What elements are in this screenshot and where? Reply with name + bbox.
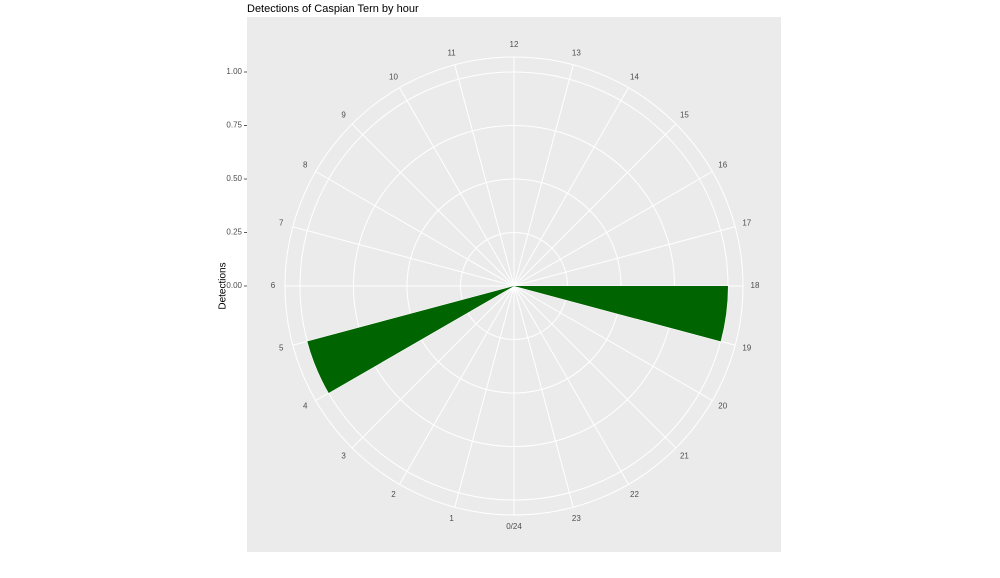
x-tick-label: 18 (751, 281, 760, 290)
bar (514, 286, 728, 342)
grid-spoke (513, 285, 629, 485)
x-tick-label: 15 (680, 111, 689, 120)
x-tick-label: 14 (630, 72, 639, 81)
y-tick-label: 0.00 (226, 281, 242, 290)
y-tick-label: 1.00 (226, 67, 242, 76)
x-tick-label: 16 (718, 161, 727, 170)
x-tick-label: 19 (742, 343, 751, 352)
grid-spoke (513, 285, 677, 449)
x-tick-label: 20 (718, 402, 727, 411)
grid-spoke (513, 285, 574, 508)
x-tick-label: 17 (742, 219, 751, 228)
x-tick-label: 2 (391, 490, 396, 499)
x-tick-label: 23 (572, 514, 581, 523)
x-tick-label: 8 (303, 161, 308, 170)
grid-spoke (513, 64, 574, 287)
y-axis-title: Detections (218, 262, 229, 309)
x-tick-label: 11 (447, 48, 456, 57)
grid-spoke (513, 87, 629, 287)
y-tick-label: 0.50 (226, 174, 242, 183)
x-tick-label: 1 (449, 514, 454, 523)
grid-spoke (292, 226, 515, 287)
grid-spoke (454, 285, 515, 508)
x-tick-label: 5 (279, 343, 284, 352)
grid-spoke (315, 171, 515, 287)
grid-spoke (513, 171, 713, 287)
bar (307, 286, 514, 393)
x-tick-label: 4 (303, 402, 308, 411)
grid-spoke (454, 64, 515, 287)
grid-spoke (351, 285, 515, 449)
x-tick-label: 12 (510, 40, 519, 49)
grid-spoke (351, 123, 515, 287)
x-tick-label: 21 (680, 452, 689, 461)
x-tick-label: 13 (572, 48, 581, 57)
grid-spoke (513, 123, 677, 287)
x-tick-label: 22 (630, 490, 639, 499)
grid-spoke (399, 87, 515, 287)
x-tick-label: 0/24 (506, 522, 522, 531)
y-tick-label: 0.25 (226, 228, 242, 237)
x-tick-label: 6 (271, 281, 276, 290)
x-tick-label: 9 (341, 111, 346, 120)
chart-title: Detections of Caspian Tern by hour (247, 3, 419, 15)
grid-spoke (513, 285, 713, 401)
y-tick-label: 0.75 (226, 121, 242, 130)
x-tick-label: 7 (279, 219, 284, 228)
grid-spoke (513, 226, 736, 287)
x-tick-label: 3 (341, 452, 346, 461)
x-tick-label: 10 (389, 72, 398, 81)
grid-spoke (399, 285, 515, 485)
